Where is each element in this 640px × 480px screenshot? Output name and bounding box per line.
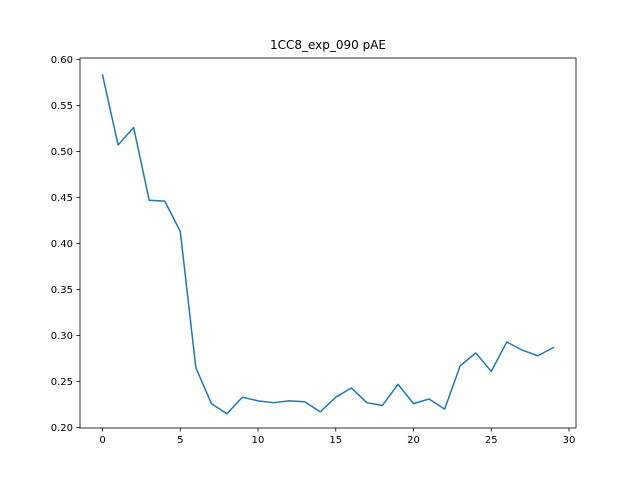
x-tick-label: 30 xyxy=(563,435,576,446)
x-tick-label: 10 xyxy=(252,435,265,446)
y-tick-label: 0.45 xyxy=(51,193,73,204)
y-tick-label: 0.50 xyxy=(51,147,73,158)
x-tick-label: 25 xyxy=(485,435,498,446)
y-axis: 0.20 0.25 0.30 0.35 0.40 0.45 0.50 0.55 0.60 xyxy=(51,55,80,434)
x-tick-label: 5 xyxy=(177,435,183,446)
x-tick-label: 20 xyxy=(407,435,420,446)
x-tick-label: 15 xyxy=(329,435,342,446)
chart-title: 1CC8_exp_090 pAE xyxy=(270,38,386,52)
x-tick-label: 0 xyxy=(99,435,105,446)
y-tick-label: 0.35 xyxy=(51,285,73,296)
y-tick-label: 0.40 xyxy=(51,239,73,250)
plot-frame xyxy=(79,57,577,429)
y-tick-label: 0.55 xyxy=(51,101,73,112)
series-line xyxy=(101,74,555,415)
x-axis: 0 5 10 15 20 25 30 xyxy=(99,428,575,446)
series-layer xyxy=(101,74,555,415)
y-tick-label: 0.30 xyxy=(51,331,73,342)
y-tick-label: 0.20 xyxy=(51,423,73,434)
y-tick-label: 0.25 xyxy=(51,377,73,388)
y-tick-label: 0.60 xyxy=(51,55,73,66)
